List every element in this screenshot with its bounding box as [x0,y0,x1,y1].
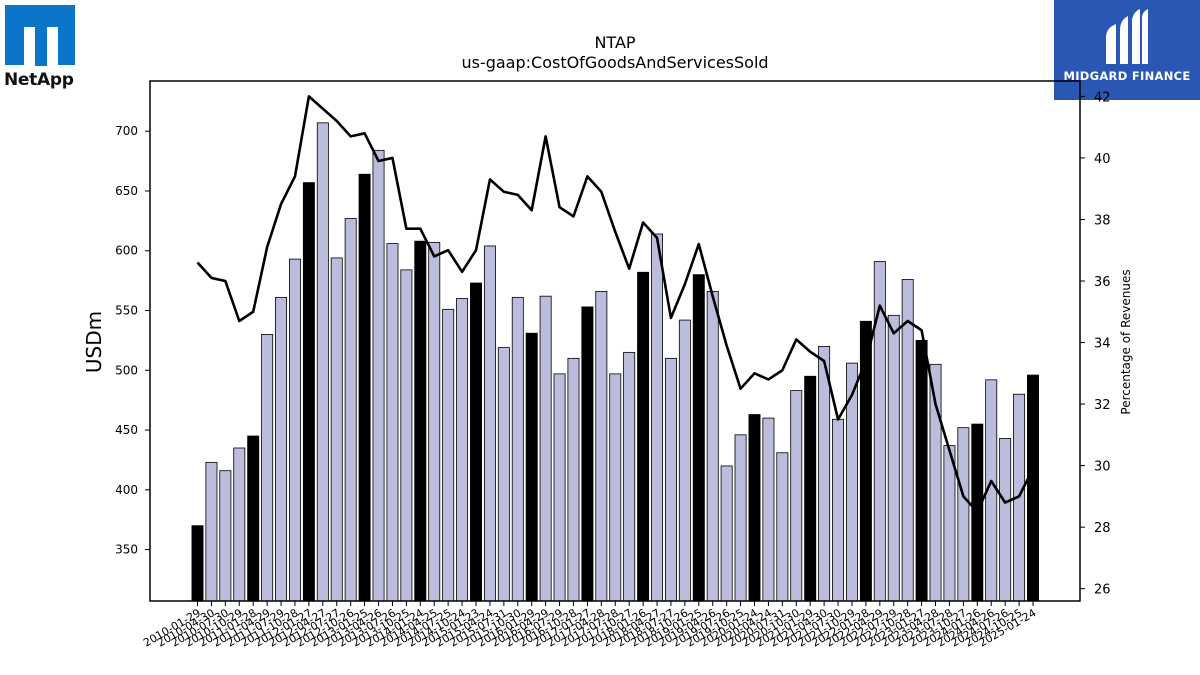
bar-2024-07-26 [999,438,1012,602]
bar-2020-04-24 [762,417,775,602]
y-tick-label-550: 550 [115,304,138,318]
y-tick-label-650: 650 [115,184,138,198]
bar-2012-04-27 [316,122,329,602]
bar-2015-07-31 [497,347,510,602]
y2-tick-label-42: 42 [1094,90,1111,105]
bar-2014-10-24 [456,298,469,602]
netapp-logo-mark-icon [5,5,75,66]
bar-2017-04-28 [595,290,608,602]
y2-tick-label-36: 36 [1094,275,1111,290]
bar-2010-10-29 [233,447,246,602]
midgard-finance-watermark: MIDGARD FINANCE [1054,0,1200,100]
bar-2017-01-27 [581,306,594,602]
axes-layer: 350 400 450 500 550 600 650 700 26 28 30 32 34 36 38 40… [115,80,1111,650]
bar-2016-04-29 [539,295,552,602]
bar-2016-10-28 [567,357,580,602]
bar-2025-01-24 [1027,374,1039,602]
bar-2017-07-28 [609,373,622,602]
y-axis-label: USDm [82,311,106,373]
y2-tick-label-34: 34 [1094,337,1111,352]
y-tick-label-450: 450 [115,423,138,437]
bar-2021-10-29 [846,362,858,602]
bar-2012-10-26 [344,218,357,602]
percentage-of-revenues-line [196,95,1035,514]
y2-tick-label-40: 40 [1094,152,1111,167]
bar-2016-01-29 [525,332,538,602]
bar-2022-10-28 [901,279,914,602]
bar-2018-04-27 [651,233,664,602]
bar-2011-01-28 [247,435,260,602]
line-layer [196,95,1035,514]
bar-2015-04-24 [483,245,496,602]
midgard-logo-icon [1106,9,1148,64]
y2-tick-label-26: 26 [1094,583,1111,598]
bar-2010-01-29 [191,525,204,602]
bar-2013-04-26 [372,149,385,602]
bar-2020-07-31 [776,452,789,602]
bar-2010-04-30 [205,461,218,602]
bar-2021-07-30 [832,418,845,602]
bar-2012-07-27 [330,257,343,602]
bar-2020-01-24 [748,414,761,602]
bar-2019-01-25 [692,274,705,602]
netapp-logo: NetApp [4,4,94,94]
watermark-text: MIDGARD FINANCE [1063,69,1191,83]
chart-title: NTAP [594,33,635,52]
bar-2016-07-29 [553,373,566,602]
bar-2014-07-25 [442,308,455,602]
bar-2019-04-26 [706,290,719,602]
bar-2023-07-28 [943,445,956,602]
bar-2019-10-25 [734,434,747,602]
netapp-logo-text: NetApp [4,70,74,90]
bar-2017-10-27 [623,351,636,602]
y-tick-label-700: 700 [115,124,138,138]
bar-2011-04-29 [261,334,274,602]
bar-2015-10-30 [511,296,524,602]
y2-tick-label-32: 32 [1094,398,1111,413]
bar-2014-01-24 [414,240,427,602]
bar-2019-07-26 [720,465,733,602]
bar-2018-01-26 [637,271,650,602]
bar-2013-10-25 [400,269,413,602]
y2-tick-label-38: 38 [1094,213,1111,228]
bar-2020-10-30 [790,390,803,602]
y-tick-label-400: 400 [115,483,138,497]
bars-layer [191,122,1039,602]
bar-2021-01-29 [804,375,817,602]
y2-tick-label-28: 28 [1094,521,1111,536]
bar-2018-07-27 [664,357,677,602]
y2-tick-label-30: 30 [1094,460,1111,475]
bar-2013-07-26 [386,243,399,602]
bar-2013-01-25 [358,173,371,602]
bar-2021-04-30 [818,345,831,602]
bar-2012-01-27 [302,182,315,602]
bar-2010-07-30 [219,470,232,602]
bar-2015-01-23 [470,282,482,602]
y2-axis-label: Percentage of Revenues [1119,269,1133,414]
bar-2023-10-27 [957,427,970,602]
chart-subtitle: us-gaap:CostOfGoodsAndServicesSold [461,53,768,72]
y-tick-label-600: 600 [115,244,138,258]
bar-2014-04-25 [428,241,441,602]
bar-2022-07-29 [887,314,900,602]
bar-2011-07-29 [275,296,288,602]
bar-2018-10-26 [678,319,691,602]
y-tick-label-500: 500 [115,363,138,377]
bar-2023-01-27 [915,339,928,602]
y-tick-label-350: 350 [115,543,138,557]
bar-2011-10-28 [289,258,301,602]
